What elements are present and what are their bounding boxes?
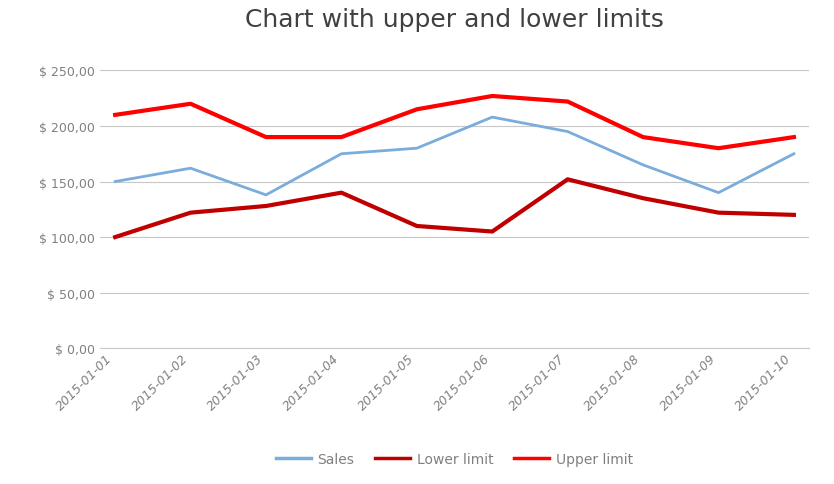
Line: Sales: Sales <box>115 118 794 196</box>
Sales <box>261 193 271 198</box>
Lower limit <box>261 204 271 210</box>
Upper limit <box>261 135 271 141</box>
Upper limit <box>336 135 346 141</box>
Sales <box>336 151 346 157</box>
Lower limit <box>110 235 120 241</box>
Sales <box>563 129 573 135</box>
Upper limit <box>789 135 799 141</box>
Title: Chart with upper and lower limits: Chart with upper and lower limits <box>245 8 664 32</box>
Sales <box>638 163 648 168</box>
Lower limit <box>336 190 346 196</box>
Legend: Sales, Lower limit, Upper limit: Sales, Lower limit, Upper limit <box>270 447 639 472</box>
Upper limit <box>563 99 573 105</box>
Lower limit <box>638 196 648 202</box>
Lower limit <box>789 212 799 218</box>
Sales <box>487 115 497 121</box>
Upper limit <box>487 94 497 100</box>
Upper limit <box>638 135 648 141</box>
Line: Lower limit: Lower limit <box>115 180 794 238</box>
Lower limit <box>186 211 196 216</box>
Upper limit <box>110 113 120 119</box>
Upper limit <box>412 107 422 113</box>
Upper limit <box>186 102 196 107</box>
Lower limit <box>412 224 422 229</box>
Sales <box>789 151 799 157</box>
Sales <box>713 190 723 196</box>
Upper limit <box>713 146 723 152</box>
Lower limit <box>563 177 573 183</box>
Line: Upper limit: Upper limit <box>115 97 794 149</box>
Sales <box>412 146 422 152</box>
Sales <box>110 179 120 185</box>
Lower limit <box>713 211 723 216</box>
Lower limit <box>487 229 497 235</box>
Sales <box>186 166 196 172</box>
